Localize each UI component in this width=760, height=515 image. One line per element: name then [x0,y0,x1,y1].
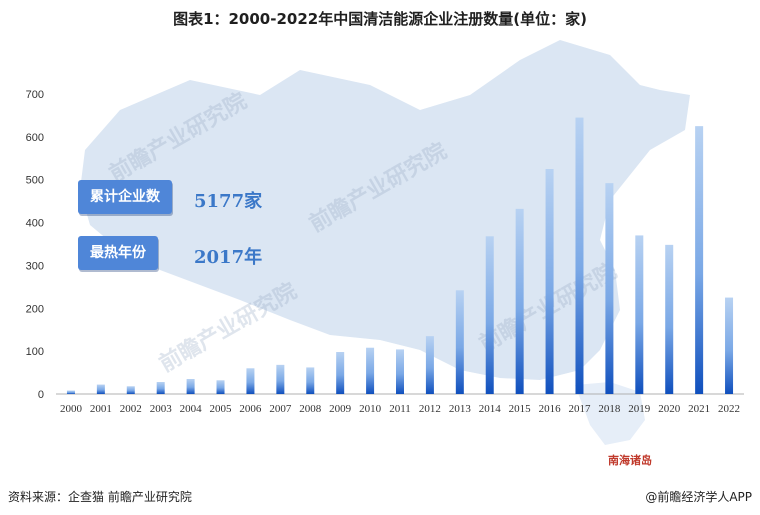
source-note: 资料来源：企查猫 前瞻产业研究院 [8,490,192,504]
y-tick-label: 0 [38,389,44,401]
y-tick-label: 600 [26,132,44,144]
x-tick-label: 2001 [90,403,112,415]
bar-2013 [455,290,464,394]
x-tick-label: 2021 [688,403,710,415]
x-tick-label: 2011 [389,403,411,415]
bar-2001 [96,384,105,394]
bar-2022 [725,297,734,394]
x-tick-label: 2013 [449,403,472,415]
x-tick-label: 2018 [598,403,621,415]
bar-2010 [366,347,375,394]
bar-2008 [306,367,315,394]
x-tick-label: 2017 [568,403,591,415]
badge-hottest-label: 最热年份 [90,245,146,261]
bar-2007 [276,364,285,394]
x-tick-label: 2000 [60,403,83,415]
bar-2018 [605,183,614,394]
bar-2019 [635,235,644,394]
bar-2004 [186,379,195,394]
badge-hottest-year: 最热年份 [78,236,158,270]
x-tick-label: 2008 [299,403,322,415]
brand-note: @前瞻经济学人APP [645,490,752,504]
x-tick-label: 2015 [509,403,532,415]
bar-2009 [336,352,345,394]
bar-2002 [126,386,135,394]
badge-total-value: 5177家 [194,191,263,212]
x-tick-label: 2006 [239,403,262,415]
x-tick-label: 2012 [419,403,441,415]
x-tick-label: 2010 [359,403,382,415]
bar-2012 [425,336,434,394]
y-tick-label: 700 [26,89,44,101]
x-tick-label: 2009 [329,403,352,415]
badge-total-companies: 累计企业数 [78,180,172,214]
y-tick-label: 100 [26,346,44,358]
bar-2015 [515,208,524,394]
bar-2011 [396,349,404,394]
bar-2017 [575,117,584,395]
y-tick-label: 300 [26,260,44,272]
x-tick-label: 2019 [628,403,651,415]
bar-2005 [216,380,225,394]
bar-2006 [246,368,255,394]
x-tick-label: 2020 [658,403,681,415]
x-tick-label: 2003 [150,403,173,415]
bar-2003 [156,382,165,394]
chart-title: 图表1：2000-2022年中国清洁能源企业注册数量(单位：家) [173,10,587,28]
badge-hottest-value: 2017年 [194,247,263,268]
y-tick-label: 200 [26,303,44,315]
x-tick-label: 2005 [210,403,233,415]
bar-2014 [485,236,494,394]
y-tick-label: 400 [26,218,44,230]
map-label-south-china-sea-islands: 南海诸岛 [608,454,652,467]
bar-2020 [665,244,674,394]
x-tick-label: 2016 [539,403,562,415]
bar-2021 [695,126,704,395]
bar-2016 [545,169,554,394]
badge-total-label: 累计企业数 [90,189,160,205]
x-tick-label: 2014 [479,403,502,415]
x-tick-label: 2002 [120,403,142,415]
bar-2000 [66,390,75,394]
y-tick-label: 500 [26,175,44,187]
x-tick-label: 2007 [269,403,292,415]
x-tick-label: 2004 [180,403,203,415]
x-tick-label: 2022 [718,403,740,415]
